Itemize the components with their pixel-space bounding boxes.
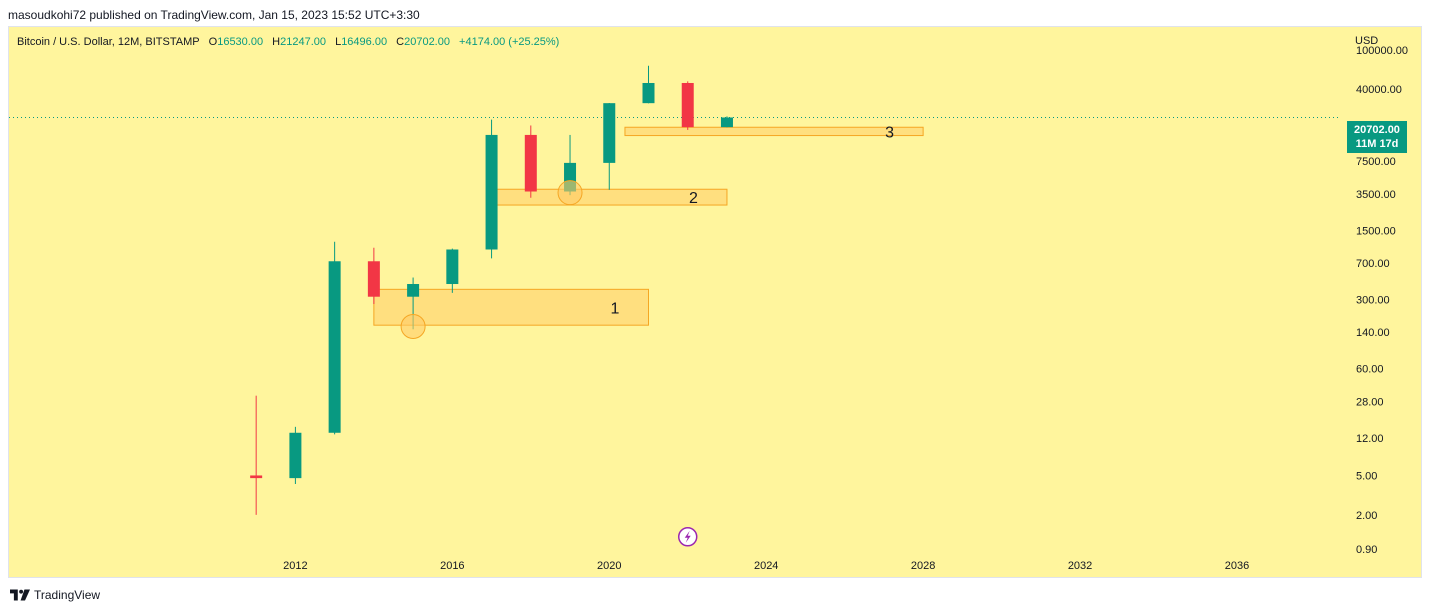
price-tick-label: 28.00 bbox=[1356, 396, 1384, 408]
footer-brand-label: TradingView bbox=[34, 588, 101, 602]
candle-body-2023 bbox=[720, 117, 733, 128]
price-tick-label: 40000.00 bbox=[1356, 84, 1402, 96]
time-axis-labels: 2012 2016 2020 2024 2028 2032 2036 bbox=[283, 560, 1249, 572]
footer-brand[interactable]: TradingView bbox=[10, 588, 100, 602]
price-tick-label: 300.00 bbox=[1356, 294, 1390, 306]
lightning-icon bbox=[684, 530, 691, 543]
high-value: 21247.00 bbox=[280, 36, 326, 48]
price-axis-labels: 100000.00 40000.00 7500.00 3500.00 1500.00 70… bbox=[1356, 45, 1408, 556]
last-price-tag: 20702.00 11M 17d bbox=[1347, 121, 1407, 153]
price-tick-label: 0.90 bbox=[1356, 544, 1377, 556]
zone-rect-3 bbox=[624, 126, 924, 137]
publisher-line: masoudkohi72 published on TradingView.co… bbox=[8, 8, 420, 22]
candle-body-2016 bbox=[446, 249, 459, 285]
close-value: 20702.00 bbox=[404, 36, 450, 48]
symbol-name: Bitcoin / U.S. Dollar, 12M, BITSTAMP bbox=[17, 36, 200, 48]
price-tick-label: 700.00 bbox=[1356, 258, 1390, 270]
markers-layer bbox=[400, 180, 698, 547]
price-tick-label: 1500.00 bbox=[1356, 225, 1396, 237]
high-label: H bbox=[272, 36, 281, 48]
time-tick-label: 2032 bbox=[1068, 560, 1092, 572]
time-tick-label: 2028 bbox=[911, 560, 935, 572]
last-price-value: 20702.00 bbox=[1354, 124, 1400, 136]
price-tick-label: 140.00 bbox=[1356, 327, 1390, 339]
candle-body-2020 bbox=[603, 103, 616, 163]
time-tick-label: 2020 bbox=[597, 560, 621, 572]
close-label: C bbox=[396, 36, 405, 48]
candle-body-2015 bbox=[407, 284, 420, 297]
price-tick-label: 2.00 bbox=[1356, 510, 1377, 522]
price-tick-label: 12.00 bbox=[1356, 433, 1384, 445]
zone-label-3: 3 bbox=[885, 124, 894, 141]
candles-layer bbox=[250, 65, 733, 515]
time-tick-label: 2024 bbox=[754, 560, 778, 572]
open-value: 16530.00 bbox=[217, 36, 264, 48]
zones-layer: 1 2 3 bbox=[373, 124, 924, 326]
price-tick-label: 3500.00 bbox=[1356, 189, 1396, 201]
price-tick-label: 100000.00 bbox=[1356, 45, 1408, 57]
low-value: 16496.00 bbox=[341, 36, 388, 48]
bar-countdown: 11M 17d bbox=[1355, 138, 1399, 150]
open-label: O bbox=[208, 36, 218, 48]
time-tick-label: 2016 bbox=[440, 560, 464, 572]
symbol-legend: Bitcoin / U.S. Dollar, 12M, BITSTAMP O16… bbox=[17, 36, 559, 48]
candle-body-2012 bbox=[289, 432, 302, 479]
candle-body-2018 bbox=[524, 134, 537, 192]
zone-label-2: 2 bbox=[689, 190, 698, 207]
candle-body-2013 bbox=[328, 261, 341, 433]
time-tick-label: 2012 bbox=[283, 560, 307, 572]
zone-marker-circle-1 bbox=[400, 314, 426, 340]
candle-body-2011 bbox=[250, 475, 263, 479]
candle-body-2021 bbox=[642, 82, 655, 104]
price-tick-label: 7500.00 bbox=[1356, 156, 1396, 168]
price-tick-label: 60.00 bbox=[1356, 364, 1384, 376]
time-tick-label: 2036 bbox=[1225, 560, 1249, 572]
change-value: +4174.00 (+25.25%) bbox=[459, 36, 560, 48]
zone-marker-circle-2 bbox=[557, 180, 583, 206]
tradingview-logo-icon bbox=[10, 589, 30, 601]
candle-body-2014 bbox=[367, 261, 380, 297]
price-tick-label: 5.00 bbox=[1356, 470, 1377, 482]
low-label: L bbox=[335, 36, 342, 48]
zone-label-1: 1 bbox=[610, 300, 619, 317]
currency-label[interactable]: USD bbox=[1355, 35, 1379, 47]
chart-panel[interactable]: 1 2 3 100000.00 40000.00 7500.00 3500.00 1500.… bbox=[8, 26, 1422, 578]
chart-canvas[interactable]: 1 2 3 100000.00 40000.00 7500.00 3500.00 1500.… bbox=[9, 27, 1423, 579]
candle-body-2022 bbox=[681, 82, 694, 128]
candle-body-2017 bbox=[485, 134, 498, 250]
